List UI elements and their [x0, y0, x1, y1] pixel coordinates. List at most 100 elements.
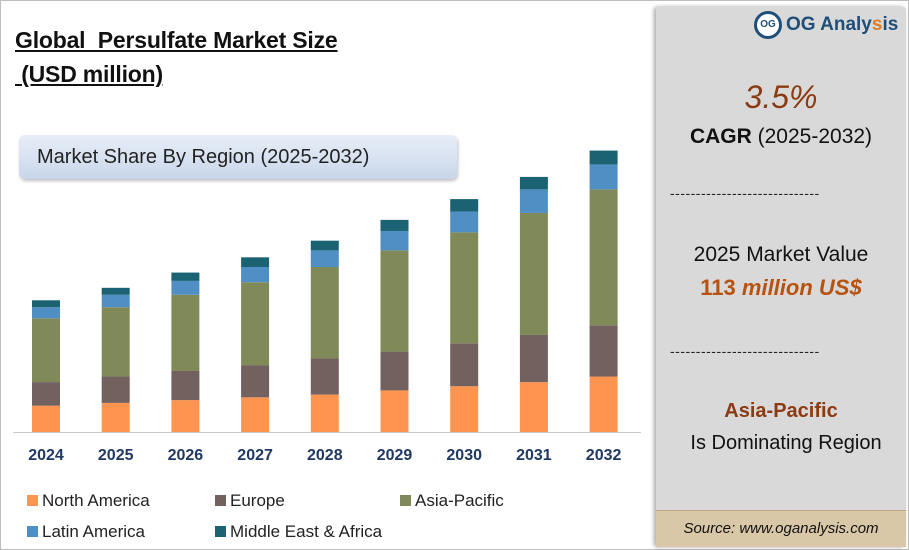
x-tick-label: 2027 — [237, 447, 273, 464]
x-tick-label: 2032 — [586, 447, 622, 464]
bar-segment-europe — [171, 371, 200, 401]
bar-segment-middle-east-africa — [380, 219, 409, 231]
legend-label: North America — [42, 491, 150, 510]
market-value-unit: million US$ — [735, 275, 862, 300]
x-tick-label: 2026 — [168, 447, 204, 464]
summary-panel: OG OG Analysis 3.5% CAGR (2025-2032) ---… — [656, 7, 906, 547]
cagr-value: 3.5% — [744, 79, 818, 115]
legend-swatch — [215, 495, 226, 506]
bar-segment-north-america — [519, 382, 548, 432]
bar-stack-2026 — [171, 272, 200, 432]
divider-dashes: ----------------------------- — [670, 185, 820, 201]
bar-segment-middle-east-africa — [241, 257, 270, 268]
logo-text-main: OG Analy — [786, 14, 872, 35]
logo-text: OG Analysis — [786, 14, 898, 36]
divider-dashes: ----------------------------- — [670, 343, 820, 359]
bar-segment-europe — [380, 351, 409, 391]
bar-stack-2030 — [450, 199, 479, 432]
og-analysis-logo: OG OG Analysis — [754, 11, 904, 41]
logo-text-accent: s — [871, 14, 883, 35]
market-value: 113 million US$ — [656, 275, 906, 301]
bar-segment-europe — [101, 376, 130, 403]
logo-mark-icon: OG — [754, 11, 782, 39]
bar-stack-2031 — [519, 176, 548, 432]
stacked-bar-chart: 2024 2025 2026 2027 2028 2029 2030 2031 2032 — [13, 150, 641, 464]
bar-segment-asia-pacific — [32, 318, 60, 383]
bar-segment-latin-america — [380, 230, 409, 251]
legend-swatch — [27, 495, 38, 506]
bar-segment-north-america — [310, 394, 339, 432]
bar-segment-latin-america — [310, 250, 339, 268]
dominating-region-name: Asia-Pacific — [724, 400, 838, 422]
bar-segment-latin-america — [171, 280, 200, 295]
dominating-region-description: Is Dominating Region — [690, 432, 882, 454]
chart-subtitle: Market Share By Region (2025-2032) — [37, 146, 370, 168]
bar-segment-middle-east-africa — [310, 240, 339, 251]
bar-segment-middle-east-africa — [450, 199, 479, 212]
bar-segment-middle-east-africa — [589, 150, 618, 165]
bar-segment-asia-pacific — [589, 189, 618, 326]
bar-stack-2027 — [241, 257, 270, 432]
x-tick-label: 2028 — [307, 447, 343, 464]
bar-segment-latin-america — [589, 164, 618, 190]
cagr-period: (2025-2032) — [751, 125, 873, 148]
legend-label: Latin America — [42, 522, 145, 541]
x-tick-label: 2029 — [377, 447, 413, 464]
bar-segment-latin-america — [450, 211, 479, 233]
bar-stack-2028 — [310, 240, 339, 432]
market-value-label: 2025 Market Value — [693, 243, 869, 266]
legend-swatch — [215, 526, 226, 537]
subtitle-banner: Market Share By Region (2025-2032) — [19, 135, 457, 179]
legend-label: Asia-Pacific — [415, 491, 504, 510]
source-bar: Source: www.oganalysis.com — [656, 510, 906, 547]
bar-segment-north-america — [589, 376, 618, 432]
bar-segment-europe — [589, 325, 618, 377]
legend-swatch — [27, 526, 38, 537]
bar-segment-north-america — [32, 405, 60, 432]
bar-stack-2024 — [32, 300, 60, 432]
x-tick-label: 2025 — [98, 447, 134, 464]
bar-segment-north-america — [450, 386, 479, 432]
bar-segment-asia-pacific — [171, 294, 200, 371]
legend-label: Europe — [230, 491, 285, 510]
cagr-label: CAGR (2025-2032) — [656, 125, 906, 149]
bar-segment-north-america — [171, 400, 200, 432]
chart-title-unit: (USD million) — [15, 61, 163, 87]
cagr-label-bold: CAGR — [689, 125, 752, 148]
bar-segment-europe — [310, 358, 339, 395]
source-text: Source: www.oganalysis.com — [683, 520, 879, 537]
bar-segment-europe — [519, 334, 548, 383]
bar-segment-asia-pacific — [519, 212, 548, 335]
bar-segment-latin-america — [101, 294, 130, 308]
bar-segment-europe — [450, 343, 479, 387]
x-tick-label: 2030 — [446, 447, 482, 464]
bar-segment-middle-east-africa — [171, 272, 200, 281]
bar-stack-2029 — [380, 219, 409, 432]
x-tick-label: 2024 — [28, 447, 64, 464]
bar-segment-asia-pacific — [101, 307, 130, 377]
bar-segment-asia-pacific — [241, 282, 270, 366]
bar-segment-asia-pacific — [310, 267, 339, 359]
bar-segment-latin-america — [32, 307, 60, 319]
bar-segment-europe — [32, 382, 60, 406]
bar-segment-north-america — [101, 402, 130, 432]
legend-label: Middle East & Africa — [230, 522, 383, 541]
bar-segment-europe — [241, 365, 270, 398]
chart-title: Global Persulfate Market Size — [15, 27, 338, 53]
bar-segment-asia-pacific — [380, 250, 409, 352]
bar-segment-latin-america — [519, 189, 548, 213]
market-value-number: 113 — [700, 275, 736, 300]
bar-segment-north-america — [241, 397, 270, 432]
bar-stack-2025 — [101, 287, 130, 432]
bar-segment-middle-east-africa — [101, 287, 130, 295]
bar-segment-asia-pacific — [450, 232, 479, 344]
bar-segment-middle-east-africa — [32, 300, 60, 308]
logo-text-end: is — [882, 14, 899, 35]
x-tick-label: 2031 — [516, 447, 552, 464]
bar-segment-middle-east-africa — [519, 176, 548, 190]
bar-segment-latin-america — [241, 267, 270, 283]
bar-segment-north-america — [380, 390, 409, 432]
bar-stack-2032 — [589, 150, 618, 432]
legend-swatch — [400, 495, 411, 506]
